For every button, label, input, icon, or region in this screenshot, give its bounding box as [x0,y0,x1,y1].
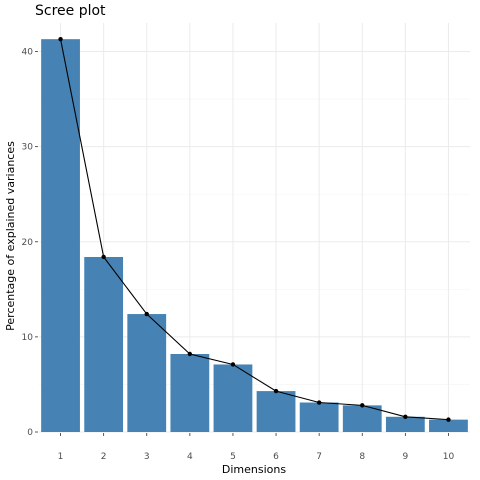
x-tick-label: 10 [443,452,455,462]
bars-layer [41,39,468,432]
y-tick-label: 30 [22,143,34,153]
y-tick-label: 0 [27,428,33,438]
y-tick-label: 10 [22,333,34,343]
bar-dimension-1 [41,39,80,432]
variance-point-2 [101,254,106,260]
x-tick-label: 4 [187,452,193,462]
variance-point-1 [58,36,63,42]
x-tick-label: 8 [359,452,365,462]
variance-line [60,39,449,421]
bar-dimension-2 [84,256,124,432]
variance-point-6 [273,388,279,394]
variance-point-4 [187,351,193,357]
bar-dimension-10 [429,419,468,432]
bar-dimension-4 [170,354,210,432]
bar-dimension-8 [342,405,382,432]
variance-point-5 [230,362,236,367]
bar-dimension-3 [127,314,167,432]
bar-dimension-7 [299,402,339,432]
x-tick-label: 3 [144,452,150,462]
x-tick-label: 5 [230,452,236,462]
variance-point-9 [403,414,408,419]
y-tick-label: 20 [22,238,34,248]
bar-dimension-9 [385,416,425,432]
variance-point-3 [144,311,149,317]
x-tick-label: 2 [101,452,107,462]
x-tick-label: 1 [58,452,64,462]
y-tick-label: 40 [22,48,34,58]
axis-layer: 0 10 20 30 40 1 2 3 4 5 6 7 8 9 10 [22,48,455,462]
x-tick-label: 6 [273,452,279,462]
x-tick-label: 9 [402,452,408,462]
bar-dimension-6 [256,391,296,432]
bar-dimension-5 [213,364,253,432]
variance-point-7 [316,400,322,405]
line-layer [58,36,451,422]
y-axis-title: Percentage of explained variances [4,141,17,331]
chart-title: Scree plot [35,3,106,19]
x-tick-label: 7 [316,452,322,462]
variance-point-8 [360,403,365,408]
variance-point-10 [446,417,451,422]
x-axis-title: Dimensions [222,463,286,476]
